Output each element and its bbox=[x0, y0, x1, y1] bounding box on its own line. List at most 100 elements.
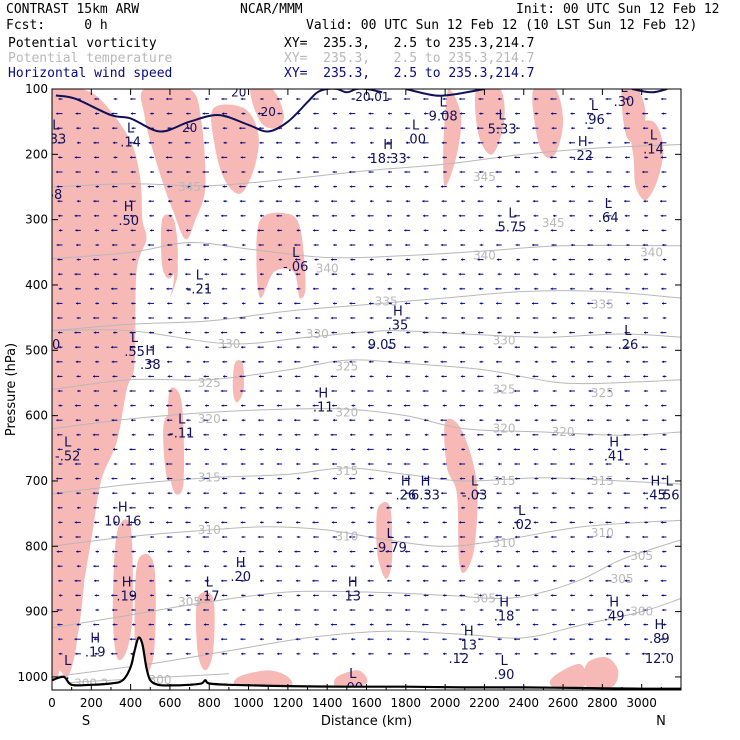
wind-vector-head bbox=[295, 214, 298, 218]
theta-contour-line bbox=[52, 467, 681, 495]
wind-vector-head bbox=[532, 258, 535, 261]
wind-vector-head bbox=[568, 506, 571, 510]
wind-vector-head bbox=[331, 579, 334, 583]
wind-vector-head bbox=[369, 199, 372, 203]
extremum-value: -9.79 bbox=[373, 541, 407, 556]
wind-vector-head bbox=[258, 433, 261, 437]
wind-vector-head bbox=[223, 623, 226, 626]
wind-vector-head bbox=[130, 156, 133, 159]
wind-vector-head bbox=[478, 287, 481, 291]
wind-vector-head bbox=[130, 345, 133, 349]
low-marker: L bbox=[508, 207, 516, 222]
wind-vector-head bbox=[296, 462, 299, 466]
wind-vector-head bbox=[58, 462, 61, 466]
wind-vector-head bbox=[333, 185, 336, 188]
y-axis-title: Pressure (hPa) bbox=[4, 343, 19, 436]
wind-vector-head bbox=[514, 521, 517, 524]
wind-vector-head bbox=[625, 345, 628, 349]
wind-vector-head bbox=[458, 637, 461, 641]
wind-vector-head bbox=[94, 229, 97, 232]
wind-vector-head bbox=[131, 608, 134, 612]
wind-vector-head bbox=[260, 579, 262, 583]
wind-vector-head bbox=[131, 316, 134, 320]
wind-vector-head bbox=[296, 521, 298, 524]
wind-vector-head bbox=[515, 112, 518, 115]
wind-vector-head bbox=[423, 345, 426, 349]
high-marker: H bbox=[609, 595, 619, 610]
wind-vector-head bbox=[131, 418, 133, 422]
extremum-value: 30 bbox=[44, 338, 61, 353]
wind-vector-head bbox=[551, 302, 554, 305]
wind-vector-head bbox=[515, 433, 518, 437]
wind-vector-head bbox=[662, 258, 665, 261]
wind-vector-head bbox=[476, 126, 479, 130]
wind-vector-head bbox=[184, 623, 187, 626]
wind-vector-head bbox=[111, 535, 114, 539]
wind-vector-head bbox=[276, 404, 279, 407]
wind-vector-head bbox=[113, 462, 116, 466]
wind-vector-head bbox=[570, 594, 573, 597]
wind-vector-head bbox=[424, 433, 427, 437]
wind-vector-head bbox=[184, 375, 187, 378]
wind-vector-head bbox=[95, 418, 98, 422]
wind-vector-head bbox=[368, 404, 370, 407]
high-marker: H bbox=[348, 576, 358, 591]
wind-vector-head bbox=[223, 506, 226, 510]
wind-vector-head bbox=[460, 360, 463, 364]
wind-vector-head bbox=[405, 126, 408, 130]
wind-vector-head bbox=[296, 594, 299, 597]
wind-vector-head bbox=[241, 535, 244, 539]
wind-vector-head bbox=[113, 389, 116, 393]
wind-vector-head bbox=[589, 652, 592, 656]
wind-vector-head bbox=[113, 579, 116, 583]
wind-vector-head bbox=[349, 477, 352, 480]
wind-vector-head bbox=[275, 141, 278, 145]
wind-vector-head bbox=[552, 272, 555, 276]
wind-vector-head bbox=[350, 564, 353, 568]
wind-vector-head bbox=[132, 623, 135, 626]
wind-vector-head bbox=[112, 623, 115, 626]
init-time: Init: 00 UTC Sun 12 Feb 12 bbox=[516, 2, 720, 17]
wind-vector-head bbox=[186, 170, 189, 174]
x-axis-title: Distance (km) bbox=[321, 714, 412, 729]
wind-vector-head bbox=[477, 564, 480, 568]
wind-vector-head bbox=[295, 199, 298, 203]
wind-vector-head bbox=[367, 389, 370, 393]
wind-vector-head bbox=[550, 345, 553, 349]
x-tick-label: 2400 bbox=[508, 696, 539, 710]
pv-region bbox=[444, 418, 478, 574]
wind-vector-head bbox=[278, 375, 281, 378]
wind-vector-head bbox=[550, 229, 553, 232]
wind-vector-head bbox=[168, 199, 171, 203]
wind-vector-head bbox=[330, 623, 333, 626]
wind-vector-head bbox=[551, 477, 553, 480]
wind-vector-head bbox=[204, 214, 207, 218]
wind-vector-head bbox=[312, 287, 315, 291]
wind-vector-head bbox=[314, 564, 317, 568]
wind-vector-head bbox=[258, 302, 261, 305]
wind-vector-head bbox=[149, 637, 152, 641]
wind-vector-head bbox=[166, 404, 169, 407]
wind-vector-head bbox=[258, 491, 261, 495]
wind-vector-head bbox=[659, 199, 662, 203]
wind-vector-head bbox=[296, 170, 299, 174]
wind-vector-head bbox=[203, 258, 206, 261]
wind-vector-head bbox=[404, 112, 407, 115]
y-tick-label: 100 bbox=[25, 82, 48, 96]
wind-vector-head bbox=[313, 243, 316, 247]
wind-vector-head bbox=[278, 491, 281, 495]
wind-vector-head bbox=[129, 579, 132, 583]
high-marker: H bbox=[401, 474, 411, 489]
wind-vector-head bbox=[385, 550, 388, 553]
wind-vector-head bbox=[440, 360, 443, 364]
wind-vector-head bbox=[623, 491, 626, 495]
wind-vector-head bbox=[349, 126, 352, 130]
wind-vector-head bbox=[643, 316, 646, 320]
wind-vector-head bbox=[422, 623, 425, 626]
wind-vector-head bbox=[568, 199, 571, 203]
wind-vector-head bbox=[441, 623, 444, 626]
low-marker: L bbox=[518, 504, 526, 519]
wind-vector-head bbox=[294, 550, 297, 553]
x-tick-label: 600 bbox=[158, 696, 181, 710]
wind-vector-head bbox=[569, 156, 572, 159]
